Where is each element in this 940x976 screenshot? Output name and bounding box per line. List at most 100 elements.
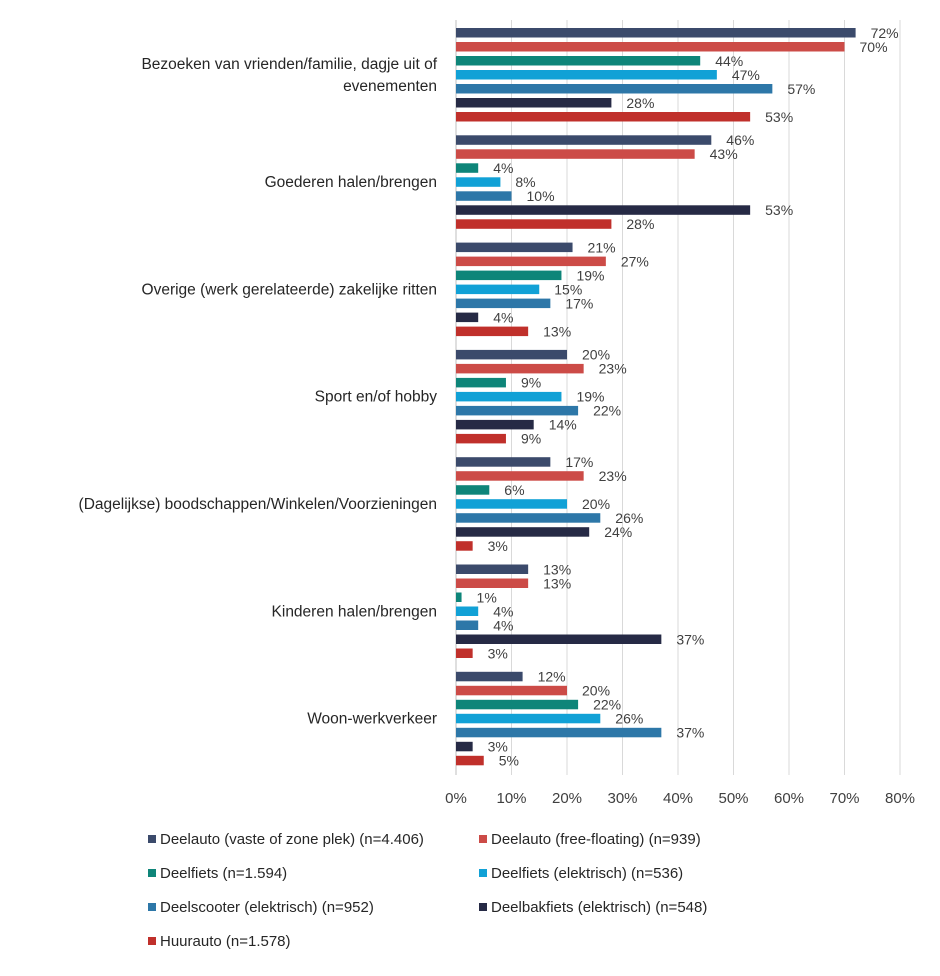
bar — [456, 620, 479, 630]
data-label: 4% — [493, 309, 513, 325]
data-label: 10% — [527, 188, 555, 204]
bars — [456, 28, 856, 766]
bar — [456, 592, 462, 602]
data-label: 57% — [787, 81, 815, 97]
data-label: 20% — [582, 683, 610, 699]
data-label: 24% — [604, 524, 632, 540]
legend-swatch — [148, 903, 156, 911]
bar — [456, 70, 717, 80]
legend-swatch — [148, 835, 156, 843]
bar — [456, 606, 479, 616]
category-label: Sport en/of hobby — [315, 389, 438, 406]
data-label: 13% — [543, 575, 571, 591]
data-label: 5% — [499, 753, 519, 769]
data-label: 21% — [588, 239, 616, 255]
x-tick-label: 0% — [445, 790, 467, 807]
bar — [456, 270, 562, 281]
bar — [456, 485, 490, 495]
bar — [456, 671, 523, 682]
bar — [456, 284, 540, 295]
legend-label: Deelauto (free-floating) (n=939) — [491, 831, 701, 848]
data-label: 37% — [676, 631, 704, 647]
bar — [456, 727, 662, 738]
data-labels: 72%70%44%47%57%28%53%46%43%4%8%10%53%28%… — [477, 25, 899, 769]
category-label: (Dagelijkse) boodschappen/Winkelen/Voorz… — [79, 496, 437, 513]
data-label: 22% — [593, 403, 621, 419]
data-label: 70% — [860, 39, 888, 55]
bar — [456, 634, 662, 644]
data-label: 43% — [710, 146, 738, 162]
data-label: 26% — [615, 711, 643, 727]
bar — [456, 685, 567, 696]
data-label: 23% — [599, 361, 627, 377]
bar — [456, 349, 567, 360]
bar — [456, 205, 751, 215]
data-label: 13% — [543, 323, 571, 339]
legend-swatch — [148, 937, 156, 945]
data-label: 72% — [871, 25, 899, 41]
bar — [456, 298, 551, 309]
x-tick-label: 50% — [718, 790, 748, 807]
bar — [456, 471, 584, 481]
bar — [456, 391, 562, 402]
bar — [456, 149, 695, 159]
legend-label: Deelauto (vaste of zone plek) (n=4.406) — [160, 831, 424, 848]
bar — [456, 363, 584, 374]
bar — [456, 242, 573, 253]
bar — [456, 219, 612, 229]
data-label: 1% — [477, 589, 497, 605]
legend-label: Huurauto (n=1.578) — [160, 933, 291, 950]
legend-swatch — [148, 869, 156, 877]
x-tick-label: 70% — [829, 790, 859, 807]
bar — [456, 377, 506, 388]
data-label: 47% — [732, 67, 760, 83]
x-tick-label: 30% — [607, 790, 637, 807]
data-label: 12% — [538, 669, 566, 685]
data-label: 22% — [593, 697, 621, 713]
data-label: 3% — [488, 538, 508, 554]
bar — [456, 405, 579, 416]
bar — [456, 541, 473, 551]
x-axis-ticks: 0% 10% 20% 30% 40% 50% 60% 70% 80% — [445, 790, 915, 807]
x-tick-label: 60% — [774, 790, 804, 807]
data-label: 9% — [521, 431, 541, 447]
data-label: 15% — [554, 281, 582, 297]
data-label: 28% — [626, 95, 654, 111]
data-label: 4% — [493, 617, 513, 633]
bar — [456, 98, 612, 108]
data-label: 17% — [565, 295, 593, 311]
data-label: 27% — [621, 253, 649, 269]
bar — [456, 755, 484, 766]
data-label: 3% — [488, 645, 508, 661]
x-tick-label: 20% — [552, 790, 582, 807]
legend-swatch — [479, 869, 487, 877]
x-tick-label: 10% — [496, 790, 526, 807]
data-label: 37% — [676, 725, 704, 741]
bar — [456, 699, 579, 710]
data-label: 13% — [543, 561, 571, 577]
category-label: Kinderen halen/brengen — [272, 603, 437, 620]
data-label: 53% — [765, 109, 793, 125]
category-labels: Bezoeken van vrienden/familie, dagje uit… — [79, 56, 438, 728]
bar — [456, 713, 601, 724]
legend-label: Deelbakfiets (elektrisch) (n=548) — [491, 899, 707, 916]
bar — [456, 499, 567, 509]
data-label: 14% — [549, 417, 577, 433]
bar — [456, 191, 512, 201]
bar — [456, 112, 751, 122]
data-label: 28% — [626, 216, 654, 232]
legend: Deelauto (vaste of zone plek) (n=4.406) D… — [148, 831, 707, 950]
x-tick-label: 40% — [663, 790, 693, 807]
bar — [456, 513, 601, 523]
x-tick-label: 80% — [885, 790, 915, 807]
data-label: 19% — [576, 389, 604, 405]
bar — [456, 256, 606, 267]
data-label: 4% — [493, 603, 513, 619]
legend-label: Deelscooter (elektrisch) (n=952) — [160, 899, 374, 916]
bar — [456, 527, 590, 537]
legend-label: Deelfiets (n=1.594) — [160, 865, 287, 882]
data-label: 19% — [576, 267, 604, 283]
bar — [456, 56, 701, 66]
